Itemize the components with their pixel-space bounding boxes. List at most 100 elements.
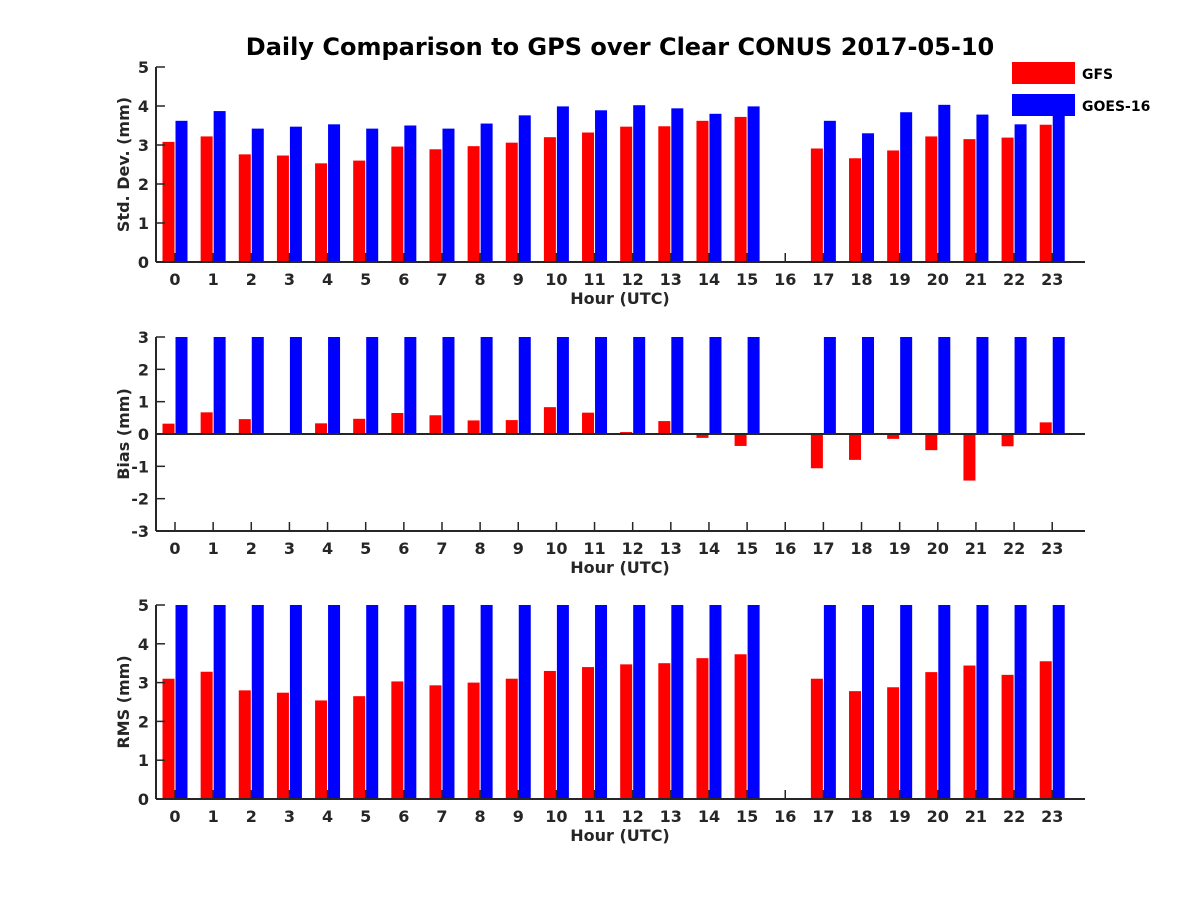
bar-gfs-hour-4 — [315, 163, 328, 262]
bar-gfs-hour-17 — [810, 678, 823, 799]
bar-goes-16-hour-13 — [671, 108, 684, 262]
bar-gfs-hour-3 — [276, 692, 289, 799]
x-tick-label: 3 — [284, 807, 295, 826]
bar-goes-16-hour-1 — [213, 337, 226, 434]
y-axis-label: Bias (mm) — [114, 388, 133, 480]
bar-gfs-hour-14 — [696, 434, 709, 438]
bar-gfs-hour-20 — [925, 672, 938, 799]
bar-gfs-hour-20 — [925, 434, 938, 451]
bar-goes-16-hour-15 — [747, 106, 760, 262]
bar-gfs-hour-2 — [238, 690, 251, 799]
bar-goes-16-hour-20 — [938, 605, 951, 799]
bar-gfs-hour-5 — [353, 696, 366, 799]
bar-gfs-hour-7 — [429, 149, 442, 262]
x-tick-label: 7 — [436, 807, 447, 826]
x-tick-label: 1 — [208, 807, 219, 826]
bar-gfs-hour-5 — [353, 418, 366, 434]
bar-gfs-hour-5 — [353, 160, 366, 262]
bar-goes-16-hour-0 — [175, 337, 188, 434]
x-tick-label: 18 — [850, 807, 872, 826]
bar-gfs-hour-10 — [543, 670, 556, 799]
x-tick-label: 19 — [889, 539, 911, 558]
x-tick-label: 8 — [475, 807, 486, 826]
x-tick-label: 2 — [246, 807, 257, 826]
x-tick-label: 17 — [812, 539, 834, 558]
bar-gfs-hour-18 — [849, 158, 862, 262]
bar-gfs-hour-0 — [162, 678, 175, 799]
bar-gfs-hour-20 — [925, 136, 938, 262]
x-tick-label: 20 — [927, 539, 949, 558]
bar-goes-16-hour-7 — [442, 605, 455, 799]
x-tick-label: 17 — [812, 270, 834, 289]
bar-gfs-hour-10 — [543, 137, 556, 262]
x-tick-label: 8 — [475, 270, 486, 289]
x-tick-label: 12 — [622, 807, 644, 826]
bar-goes-16-hour-1 — [213, 111, 226, 262]
legend-label-gfs: GFS — [1082, 67, 1113, 83]
bar-goes-16-hour-18 — [862, 133, 875, 262]
bar-goes-16-hour-13 — [671, 605, 684, 799]
bar-goes-16-hour-15 — [747, 337, 760, 434]
x-tick-label: 7 — [436, 270, 447, 289]
x-tick-label: 15 — [736, 270, 758, 289]
bar-goes-16-hour-14 — [709, 113, 722, 262]
bar-gfs-hour-9 — [505, 678, 518, 799]
bar-gfs-hour-6 — [391, 681, 404, 799]
bar-goes-16-hour-3 — [289, 126, 302, 262]
x-tick-label: 4 — [322, 807, 333, 826]
bar-gfs-hour-0 — [162, 423, 175, 434]
x-tick-label: 9 — [513, 270, 524, 289]
x-tick-label: 16 — [774, 270, 796, 289]
bar-gfs-hour-13 — [658, 421, 671, 434]
bar-gfs-hour-1 — [200, 412, 213, 434]
bar-gfs-hour-18 — [849, 434, 862, 460]
bar-gfs-hour-2 — [238, 154, 251, 262]
x-tick-label: 22 — [1003, 807, 1025, 826]
bar-goes-16-hour-18 — [862, 337, 875, 434]
bar-goes-16-hour-8 — [480, 605, 493, 799]
y-tick-label: 5 — [138, 58, 149, 77]
bar-gfs-hour-8 — [467, 420, 480, 434]
y-tick-label: 0 — [138, 790, 149, 809]
x-tick-label: 9 — [513, 539, 524, 558]
bar-gfs-hour-11 — [582, 132, 595, 262]
x-tick-label: 3 — [284, 270, 295, 289]
bar-goes-16-hour-11 — [595, 605, 608, 799]
y-tick-label: 0 — [138, 425, 149, 444]
y-tick-label: -1 — [131, 457, 149, 476]
x-tick-label: 16 — [774, 807, 796, 826]
bar-goes-16-hour-2 — [251, 337, 264, 434]
bar-goes-16-hour-13 — [671, 337, 684, 434]
legend: GFS GOES-16 — [1012, 62, 1150, 116]
bar-goes-16-hour-9 — [518, 115, 531, 262]
y-tick-label: 1 — [138, 393, 149, 412]
bar-gfs-hour-15 — [734, 654, 747, 799]
bar-goes-16-hour-1 — [213, 605, 226, 799]
bar-goes-16-hour-3 — [289, 605, 302, 799]
bar-gfs-hour-4 — [315, 423, 328, 434]
bar-goes-16-hour-0 — [175, 605, 188, 799]
bar-goes-16-hour-19 — [900, 605, 913, 799]
x-tick-label: 21 — [965, 270, 987, 289]
bar-goes-16-hour-12 — [633, 337, 646, 434]
bar-goes-16-hour-7 — [442, 128, 455, 262]
bar-goes-16-hour-6 — [404, 605, 417, 799]
y-tick-label: 3 — [138, 328, 149, 347]
x-tick-label: 23 — [1041, 539, 1063, 558]
bar-gfs-hour-23 — [1039, 422, 1052, 434]
bar-gfs-hour-3 — [276, 155, 289, 262]
y-tick-label: 3 — [138, 136, 149, 155]
x-tick-label: 1 — [208, 539, 219, 558]
x-tick-label: 19 — [889, 807, 911, 826]
bar-gfs-hour-22 — [1001, 674, 1014, 799]
y-tick-label: 4 — [138, 97, 149, 116]
bar-gfs-hour-13 — [658, 126, 671, 262]
bar-gfs-hour-8 — [467, 146, 480, 262]
bar-gfs-hour-21 — [963, 665, 976, 799]
bar-gfs-hour-17 — [810, 434, 823, 469]
x-tick-label: 12 — [622, 270, 644, 289]
bar-gfs-hour-22 — [1001, 137, 1014, 262]
y-tick-label: 2 — [138, 175, 149, 194]
